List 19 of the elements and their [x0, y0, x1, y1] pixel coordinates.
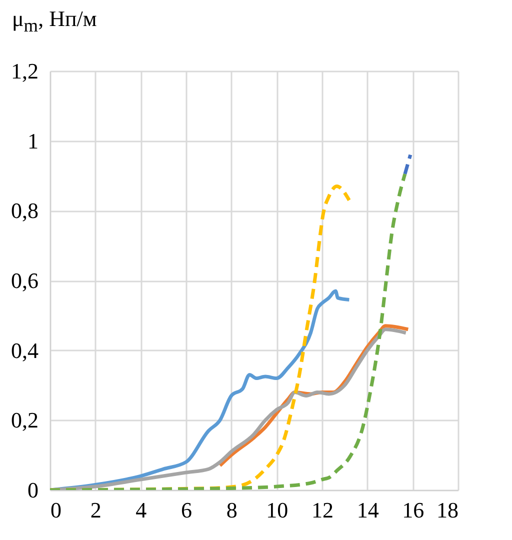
x-tick-label: 6	[181, 498, 192, 522]
y-tick-label: 0,4	[11, 338, 38, 363]
x-tick-label: 2	[90, 498, 102, 522]
x-tick-label: 8	[226, 498, 238, 522]
y-axis-title: μ$_{m}$, Нп/м	[12, 6, 97, 36]
x-tick-label: 0	[50, 498, 62, 522]
x-tick-label: 10	[266, 498, 288, 522]
y-tick-label: 1,2	[11, 58, 38, 84]
y-tick-label: 0,8	[11, 198, 38, 224]
x-tick-label: 4	[136, 498, 147, 522]
x-tick-label: 12	[312, 498, 334, 522]
x-tick-label: 18	[436, 498, 458, 522]
y-tick-label: 0,2	[11, 408, 38, 433]
y-tick-label: 0	[28, 478, 38, 502]
line-series	[50, 172, 407, 490]
y-tick-label: 1	[28, 128, 38, 154]
x-tick-label: 16	[402, 498, 424, 522]
y-tick-label: 0,6	[11, 268, 38, 293]
x-tick-label: 14	[356, 498, 379, 522]
